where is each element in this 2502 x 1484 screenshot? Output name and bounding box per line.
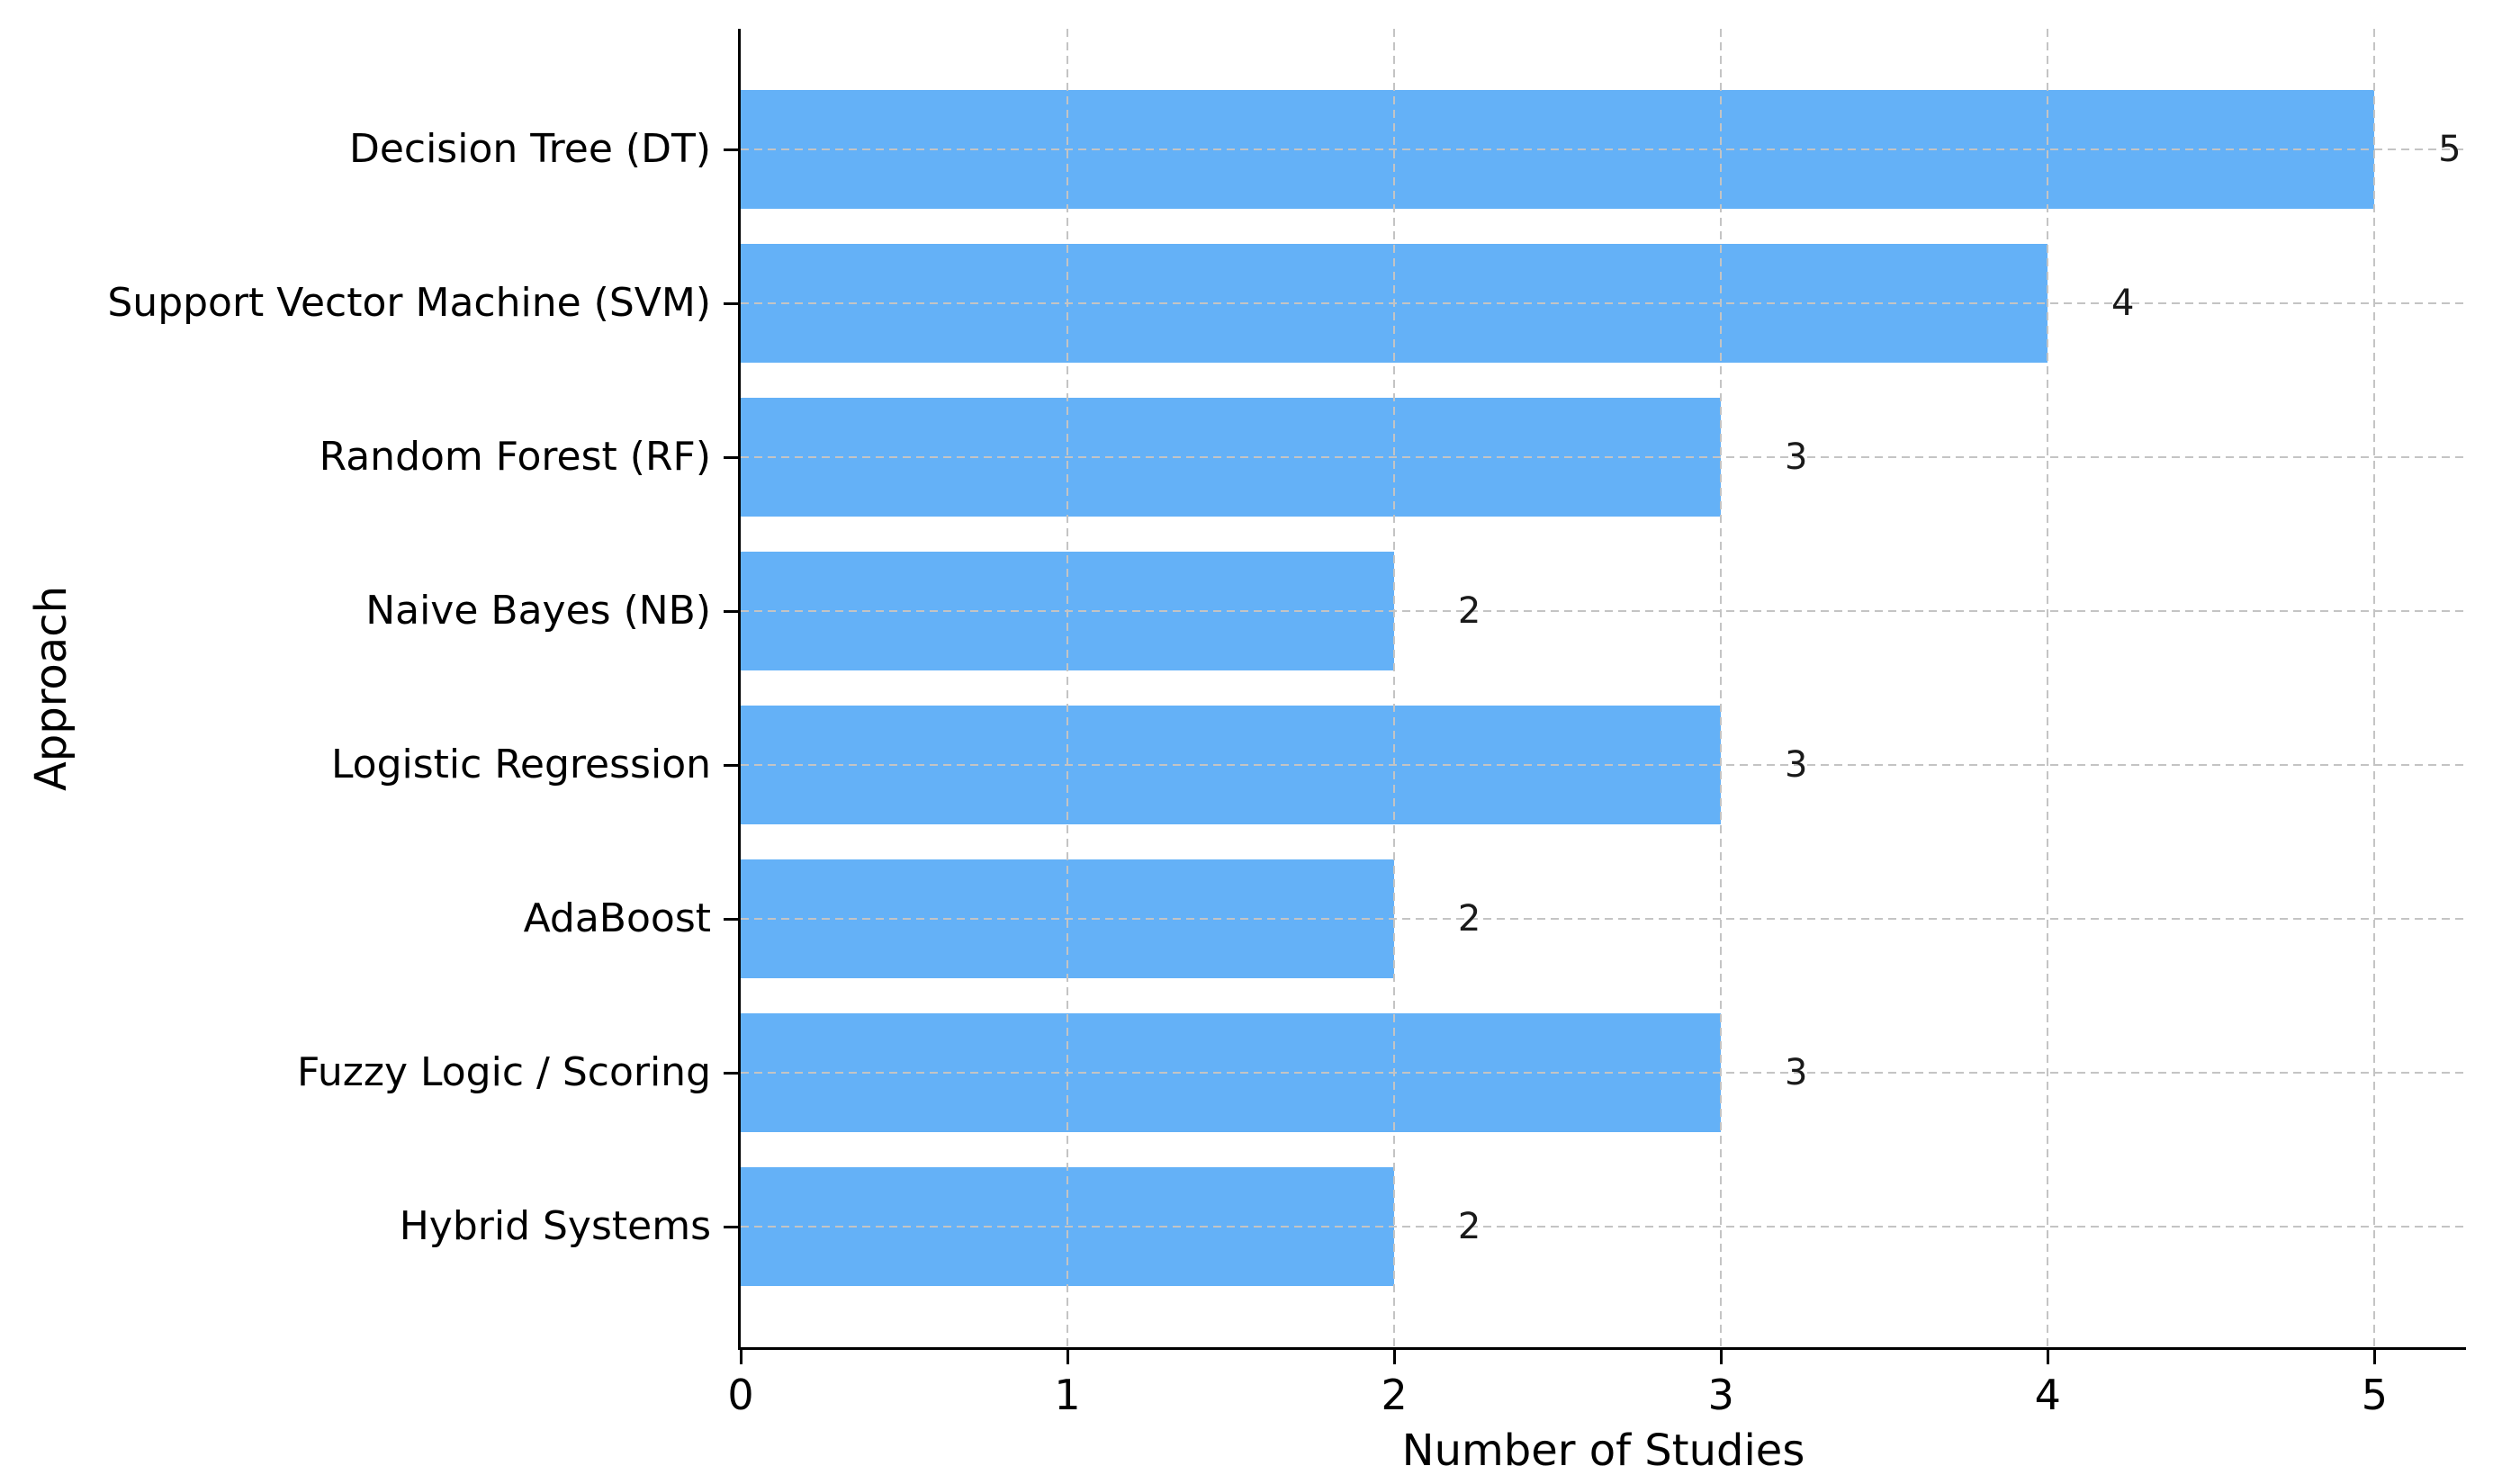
y-axis-spine [738, 29, 741, 1350]
x-tick-label: 0 [727, 1371, 754, 1419]
grid-line-vertical [1066, 29, 1069, 1347]
category-label: Support Vector Machine (SVM) [107, 280, 711, 326]
bar-value-label: 3 [1784, 744, 1808, 786]
y-tick-mark [724, 301, 738, 305]
grid-line-horizontal [741, 918, 2466, 920]
grid-line-vertical [1720, 29, 1723, 1347]
category-label: Logistic Regression [330, 742, 711, 787]
y-tick-mark [724, 1225, 738, 1228]
y-tick-mark [724, 609, 738, 613]
category-label: Naive Bayes (NB) [365, 588, 711, 634]
x-tick-label: 5 [2361, 1371, 2388, 1419]
x-axis-spine [738, 1347, 2466, 1350]
y-tick-mark [724, 1071, 738, 1075]
x-tick-label: 3 [1707, 1371, 1734, 1419]
bar-value-label: 4 [2111, 283, 2135, 324]
grid-line-vertical [1393, 29, 1396, 1347]
grid-line-horizontal [741, 764, 2466, 766]
grid-line-horizontal [741, 148, 2466, 150]
category-label: Random Forest (RF) [319, 434, 711, 480]
x-axis-title: Number of Studies [1401, 1426, 1805, 1476]
bar-value-label: 5 [2438, 129, 2462, 170]
bar-value-label: 3 [1784, 436, 1808, 478]
category-label: Hybrid Systems [399, 1203, 711, 1249]
grid-line-vertical [2373, 29, 2376, 1347]
category-label: Decision Tree (DT) [348, 126, 711, 172]
category-label: Fuzzy Logic / Scoring [297, 1049, 711, 1095]
bar-value-label: 2 [1457, 898, 1481, 940]
x-tick-mark [1392, 1350, 1396, 1364]
y-tick-mark [724, 455, 738, 459]
grid-line-horizontal [741, 1072, 2466, 1074]
y-tick-mark [724, 763, 738, 767]
bar-value-label: 3 [1784, 1052, 1808, 1093]
grid-line-horizontal [741, 610, 2466, 612]
category-label: AdaBoost [523, 895, 711, 941]
x-tick-label: 4 [2034, 1371, 2061, 1419]
grid-line-horizontal [741, 456, 2466, 458]
bar-value-label: 2 [1457, 590, 1481, 632]
x-tick-mark [1719, 1350, 1723, 1364]
x-tick-mark [2046, 1350, 2049, 1364]
x-tick-label: 1 [1054, 1371, 1081, 1419]
x-tick-mark [739, 1350, 742, 1364]
y-tick-mark [724, 148, 738, 151]
grid-line-horizontal [741, 1226, 2466, 1228]
bar-value-label: 2 [1457, 1206, 1481, 1247]
grid-line-vertical [2047, 29, 2049, 1347]
x-tick-label: 2 [1381, 1371, 1408, 1419]
x-tick-mark [2372, 1350, 2376, 1364]
y-tick-mark [724, 917, 738, 921]
x-tick-mark [1066, 1350, 1069, 1364]
grid-line-horizontal [741, 302, 2466, 304]
